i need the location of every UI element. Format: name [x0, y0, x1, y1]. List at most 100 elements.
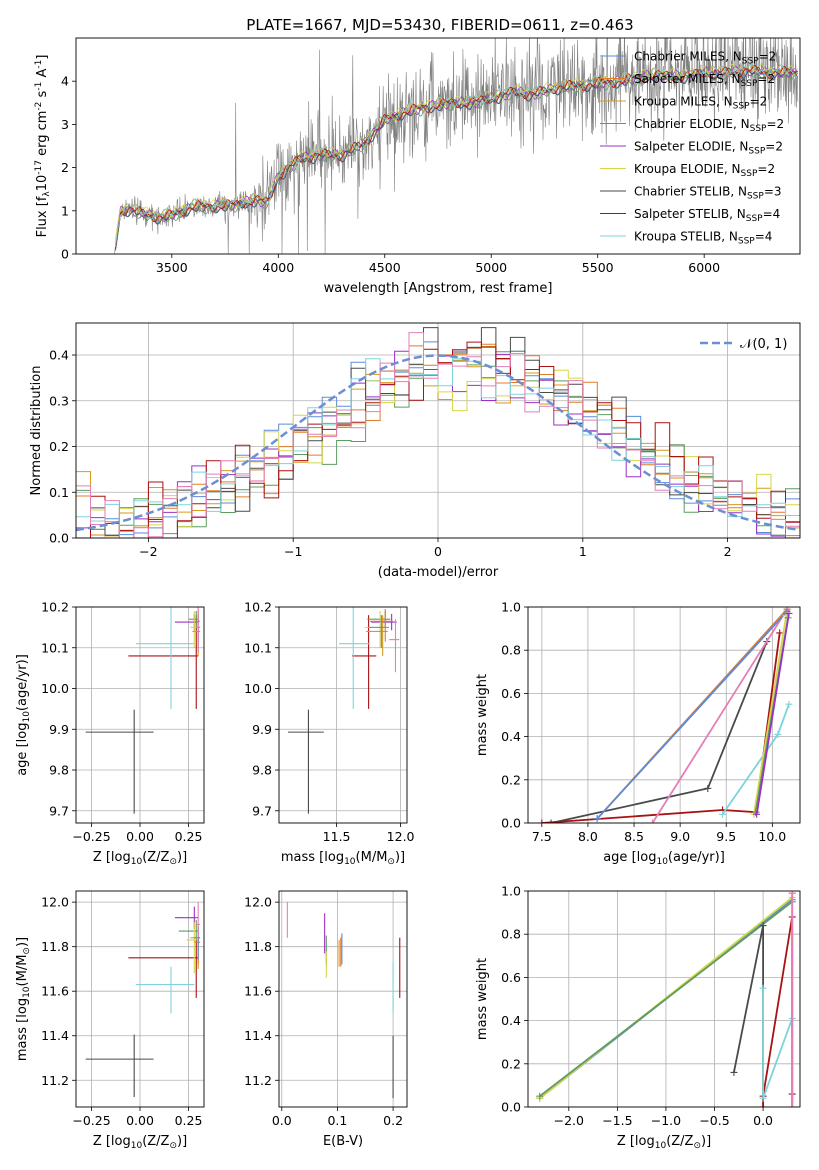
- weight-vs-age-chart: 7.5 8.0 8.5 9.0 9.5 10.0 0.0 0.2 0.4 0.6 0.8 1.0 age…: [475, 600, 801, 867]
- weight-point-marker: [536, 1092, 544, 1100]
- weight-point-marker: [776, 629, 784, 637]
- plots: 3500 4000 4500 5000 5500 6000 0 1 2 3 4 wavelength …: [15, 37, 801, 1151]
- legend-entry: Salpeter STELIB, NSSP​=4: [634, 207, 780, 224]
- legend-entry: Kroupa STELIB, NSSP​=4: [634, 230, 772, 247]
- x-axis-label: Z [log10​(Z/Z⊙​)]: [93, 850, 187, 867]
- y-tick-label: 0.8: [501, 927, 521, 942]
- x-tick-label: 0.25: [175, 829, 203, 844]
- y-tick-label: 9.9: [252, 722, 272, 737]
- y-tick-label: 9.8: [252, 763, 272, 778]
- weight-point-marker: [759, 1103, 767, 1107]
- x-axis-label: age [log10​(age/yr)]: [603, 850, 725, 867]
- plot-area: [85, 607, 201, 814]
- x-tick-label: 9.0: [670, 829, 690, 844]
- x-axis-label: E(B-V): [323, 1134, 363, 1149]
- plot-area: [114, 38, 799, 254]
- y-tick-label: 12.0: [41, 895, 69, 910]
- plot-area: [85, 902, 201, 1097]
- spectrum-data-line: [114, 38, 799, 254]
- mass-vs-ebv-chart: 0.0 0.1 0.2 11.2 11.4 11.6 11.8 12.0 E(B-V): [244, 890, 408, 1149]
- x-tick-label: 8.0: [578, 829, 598, 844]
- x-tick-label: 4500: [369, 260, 401, 275]
- x-tick-label: 0: [434, 544, 442, 559]
- x-tick-label: 0.0: [753, 1113, 773, 1128]
- y-tick-label: 10.0: [41, 681, 69, 696]
- y-tick-label: 11.8: [41, 939, 69, 954]
- x-tick-label: 0.0: [272, 1113, 292, 1128]
- age-vs-mass-chart: 11.5 12.0 9.7 9.8 9.9 10.0 10.1 10.2 mass [log10…: [244, 600, 414, 868]
- y-tick-label: 0.0: [501, 816, 521, 831]
- x-axis-label: Z [log10​(Z/Z⊙​)]: [617, 1134, 711, 1151]
- x-tick-label: 12.0: [387, 829, 415, 844]
- x-tick-label: −1.5: [602, 1113, 632, 1128]
- legend-entry: Chabrier STELIB, NSSP​=3: [634, 185, 782, 202]
- y-axis-label: age [log10​(age/yr)]: [15, 654, 32, 776]
- residual-histogram: [76, 357, 800, 538]
- weight-point-marker: [719, 810, 727, 818]
- y-tick-label: 9.8: [49, 763, 69, 778]
- residuals-chart: −2 −1 0 1 2 0.0 0.1 0.2 0.3 0.4 (data-model)/error…: [29, 322, 801, 580]
- weight-series-line: [596, 610, 788, 820]
- axes-frame: [75, 322, 801, 539]
- x-axis-label: Z [log10​(Z/Z⊙​)]: [93, 1134, 187, 1151]
- y-tick-label: 11.8: [244, 939, 272, 954]
- y-tick-label: 10.0: [244, 681, 272, 696]
- y-tick-label: 0.2: [501, 772, 521, 787]
- x-tick-label: −1.0: [651, 1113, 681, 1128]
- x-axis-label: mass [log10​(M/M⊙​)]: [281, 850, 405, 867]
- x-tick-label: 0.25: [175, 1113, 203, 1128]
- y-tick-label: 11.2: [41, 1073, 69, 1088]
- y-tick-label: 12.0: [244, 895, 272, 910]
- y-tick-label: 1.0: [501, 600, 521, 615]
- weight-point-marker: [759, 1094, 767, 1102]
- y-tick-label: 10.2: [41, 600, 69, 615]
- spectrum-model-line: [115, 63, 799, 247]
- residual-histogram: [76, 327, 800, 538]
- x-tick-label: 3500: [156, 260, 188, 275]
- plot-area: [286, 902, 401, 1099]
- x-tick-label: 2: [724, 544, 732, 559]
- gaussian-curve: [76, 354, 800, 532]
- y-axis-label: mass weight: [475, 674, 490, 756]
- weight-point-marker: [547, 819, 555, 823]
- weight-series-line: [753, 615, 788, 815]
- axes-frame: [75, 606, 205, 824]
- y-tick-label: 0.4: [501, 1013, 521, 1028]
- weight-series-line: [733, 925, 764, 1107]
- y-tick-label: 0.2: [49, 439, 69, 454]
- x-tick-label: −2.0: [554, 1113, 584, 1128]
- x-tick-label: 6000: [688, 260, 720, 275]
- x-tick-label: 5500: [582, 260, 614, 275]
- weight-point-marker: [759, 922, 767, 930]
- axes-frame: [75, 890, 205, 1108]
- y-tick-label: 1: [61, 203, 69, 218]
- spectrum-model-line: [115, 65, 798, 249]
- y-tick-label: 11.2: [244, 1073, 272, 1088]
- mass-vs-Z-chart: −0.25 0.00 0.25 11.2 11.4 11.6 11.8 12.0 Z [log1…: [15, 890, 205, 1151]
- y-tick-label: 11.4: [244, 1028, 272, 1043]
- y-tick-label: 0.4: [49, 348, 69, 363]
- x-tick-label: 7.5: [532, 829, 552, 844]
- x-tick-label: −0.5: [699, 1113, 729, 1128]
- weight-series-line: [541, 632, 781, 823]
- weight-point-marker: [538, 819, 546, 823]
- weight-point-marker: [788, 891, 796, 897]
- y-tick-label: 10.1: [244, 640, 272, 655]
- x-tick-label: 0.1: [327, 1113, 347, 1128]
- y-tick-label: 0.4: [501, 729, 521, 744]
- legend-entry: 𝒩(0, 1): [740, 337, 787, 352]
- plot-area: [76, 327, 800, 538]
- legend-entry: Salpeter MILES, NSSP​=2: [634, 72, 775, 89]
- y-tick-label: 3: [61, 117, 69, 132]
- weight-point-marker: [704, 784, 712, 792]
- weight-point-marker: [785, 609, 793, 617]
- x-tick-label: 9.5: [716, 829, 736, 844]
- x-tick-label: 1: [579, 544, 587, 559]
- y-tick-label: 0.0: [501, 1100, 521, 1115]
- legend-entry: Chabrier ELODIE, NSSP​=2: [634, 117, 784, 134]
- x-tick-label: −2: [139, 544, 157, 559]
- plot-area: [536, 891, 796, 1107]
- plot-area: [287, 607, 400, 814]
- y-tick-label: 0.2: [501, 1056, 521, 1071]
- y-tick-label: 11.6: [244, 984, 272, 999]
